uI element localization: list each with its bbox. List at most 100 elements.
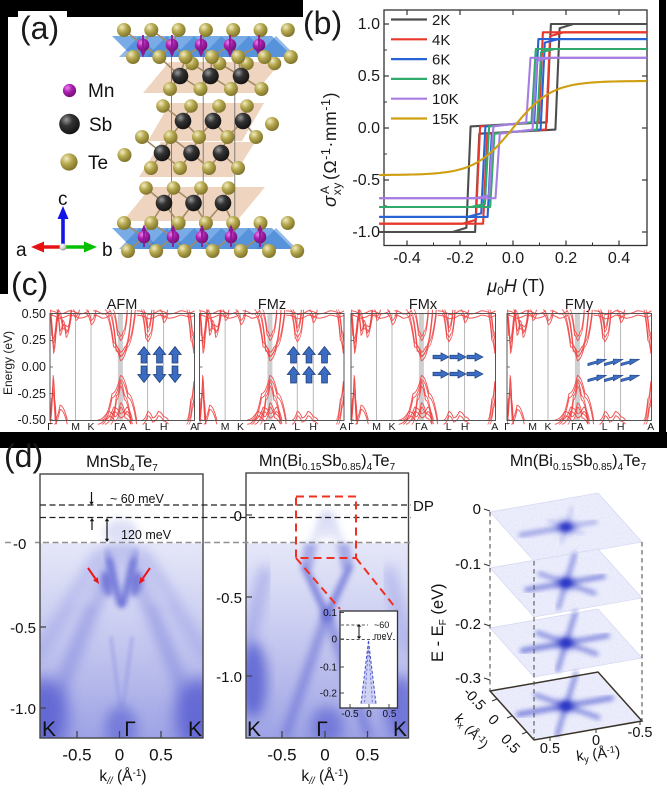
svg-text:0.5: 0.5 bbox=[149, 746, 173, 765]
svg-text:-0.3: -0.3 bbox=[455, 670, 481, 687]
svg-text:ΓA: ΓA bbox=[114, 421, 127, 433]
svg-text:A: A bbox=[190, 421, 197, 433]
svg-text:-0.5: -0.5 bbox=[341, 709, 359, 720]
svg-text:-0.25: -0.25 bbox=[18, 387, 47, 401]
svg-text:0: 0 bbox=[366, 709, 372, 720]
svg-text:Γ: Γ bbox=[348, 421, 354, 433]
svg-text:K: K bbox=[42, 718, 56, 741]
svg-text:L: L bbox=[294, 421, 300, 433]
svg-text:-0.50: -0.50 bbox=[18, 413, 47, 427]
svg-text:0.5: 0.5 bbox=[358, 68, 380, 85]
svg-text:0.5: 0.5 bbox=[383, 709, 397, 720]
svg-text:0.0: 0.0 bbox=[502, 250, 524, 267]
svg-text:c: c bbox=[58, 189, 68, 210]
svg-text:Sb: Sb bbox=[89, 115, 112, 136]
svg-text:-0: -0 bbox=[13, 536, 26, 553]
svg-text:0.5: 0.5 bbox=[497, 731, 522, 757]
svg-text:0: 0 bbox=[473, 501, 481, 518]
svg-text:8K: 8K bbox=[432, 71, 450, 88]
svg-text:H: H bbox=[160, 421, 168, 433]
svg-text:4K: 4K bbox=[432, 32, 450, 49]
svg-text:k// (Å-1): k// (Å-1) bbox=[301, 768, 348, 787]
svg-text:15K: 15K bbox=[432, 111, 459, 128]
svg-text:6K: 6K bbox=[432, 52, 450, 69]
svg-text:0.00: 0.00 bbox=[22, 360, 46, 374]
svg-text:0: 0 bbox=[234, 508, 242, 525]
svg-text:10K: 10K bbox=[432, 91, 459, 108]
svg-text:MnSb4Te7: MnSb4Te7 bbox=[86, 453, 158, 474]
svg-text:M: M bbox=[221, 421, 230, 433]
svg-text:kx (Å-1): kx (Å-1) bbox=[450, 711, 491, 753]
svg-text:Γ: Γ bbox=[316, 718, 328, 741]
svg-text:H: H bbox=[617, 421, 625, 433]
svg-text:-0.2: -0.2 bbox=[446, 250, 474, 267]
svg-text:-0.5: -0.5 bbox=[628, 725, 653, 741]
svg-text:M: M bbox=[71, 421, 80, 433]
svg-text:K: K bbox=[188, 718, 202, 741]
svg-text:ΓA: ΓA bbox=[264, 421, 277, 433]
svg-text:-0.1: -0.1 bbox=[455, 556, 481, 573]
svg-text:0.5: 0.5 bbox=[356, 746, 380, 765]
svg-text:K: K bbox=[237, 421, 244, 433]
svg-text:A: A bbox=[491, 421, 498, 433]
svg-text:Γ: Γ bbox=[47, 421, 53, 433]
svg-text:0.2: 0.2 bbox=[555, 250, 577, 267]
svg-text:120 meV: 120 meV bbox=[121, 528, 172, 542]
svg-text:AFM: AFM bbox=[107, 297, 138, 313]
svg-text:M: M bbox=[372, 421, 381, 433]
svg-text:1.0: 1.0 bbox=[358, 16, 380, 33]
svg-text:0.5: 0.5 bbox=[540, 741, 560, 757]
svg-text:0.25: 0.25 bbox=[22, 333, 46, 347]
svg-text:FMz: FMz bbox=[258, 297, 286, 313]
svg-text:ΓA: ΓA bbox=[571, 421, 584, 433]
svg-text:0: 0 bbox=[484, 712, 501, 729]
svg-text:-1.0: -1.0 bbox=[352, 224, 380, 241]
svg-text:K: K bbox=[544, 421, 551, 433]
svg-text:M: M bbox=[528, 421, 537, 433]
svg-text:-0.1: -0.1 bbox=[320, 663, 338, 674]
svg-text:-0.2: -0.2 bbox=[455, 616, 481, 633]
svg-text:~60: ~60 bbox=[374, 620, 389, 630]
svg-text:0: 0 bbox=[320, 746, 329, 765]
svg-text:0: 0 bbox=[115, 746, 124, 765]
svg-text:Γ: Γ bbox=[124, 718, 136, 741]
svg-text:σxyA (Ω-1·mm-1): σxyA (Ω-1·mm-1) bbox=[318, 92, 344, 207]
svg-text:0.50: 0.50 bbox=[22, 307, 46, 321]
svg-text:A: A bbox=[340, 421, 347, 433]
svg-text:-0.4: -0.4 bbox=[393, 250, 421, 267]
svg-text:Te: Te bbox=[88, 153, 108, 174]
svg-text:-0.5: -0.5 bbox=[267, 746, 296, 765]
svg-text:Γ: Γ bbox=[504, 421, 510, 433]
svg-text:H: H bbox=[461, 421, 469, 433]
svg-text:-0.5: -0.5 bbox=[62, 746, 91, 765]
svg-text:0.1: 0.1 bbox=[323, 608, 337, 619]
svg-text:0.4: 0.4 bbox=[608, 250, 630, 267]
svg-text:FMy: FMy bbox=[565, 297, 594, 313]
svg-text:-0.5: -0.5 bbox=[10, 620, 36, 637]
svg-text:E - EF (eV): E - EF (eV) bbox=[430, 583, 449, 662]
svg-text:meV: meV bbox=[374, 631, 393, 641]
svg-text:K: K bbox=[388, 421, 395, 433]
svg-text:ΓA: ΓA bbox=[415, 421, 428, 433]
svg-text:-0.5: -0.5 bbox=[352, 172, 380, 189]
svg-text:Γ: Γ bbox=[197, 421, 203, 433]
svg-text:-0.2: -0.2 bbox=[320, 689, 338, 700]
svg-text:-0.5: -0.5 bbox=[216, 590, 242, 607]
svg-text:0.0: 0.0 bbox=[358, 120, 380, 137]
svg-text:FMx: FMx bbox=[409, 297, 438, 313]
svg-text:b: b bbox=[102, 240, 113, 261]
svg-text:-0.5: -0.5 bbox=[460, 685, 489, 714]
svg-text:a: a bbox=[16, 240, 27, 261]
svg-text:0: 0 bbox=[331, 635, 337, 646]
svg-text:DP: DP bbox=[413, 498, 434, 515]
svg-text:L: L bbox=[602, 421, 608, 433]
svg-text:K: K bbox=[87, 421, 94, 433]
svg-text:0: 0 bbox=[592, 733, 600, 749]
svg-text:~ 60 meV: ~ 60 meV bbox=[110, 492, 165, 506]
svg-text:L: L bbox=[145, 421, 151, 433]
svg-text:Energy (eV): Energy (eV) bbox=[1, 331, 15, 395]
svg-text:Mn(Bi0.15Sb0.85)4Te7: Mn(Bi0.15Sb0.85)4Te7 bbox=[510, 452, 647, 473]
svg-text:ky (Å-1): ky (Å-1) bbox=[575, 743, 621, 767]
svg-text:K: K bbox=[393, 718, 407, 741]
svg-text:k// (Å-1): k// (Å-1) bbox=[99, 768, 146, 787]
